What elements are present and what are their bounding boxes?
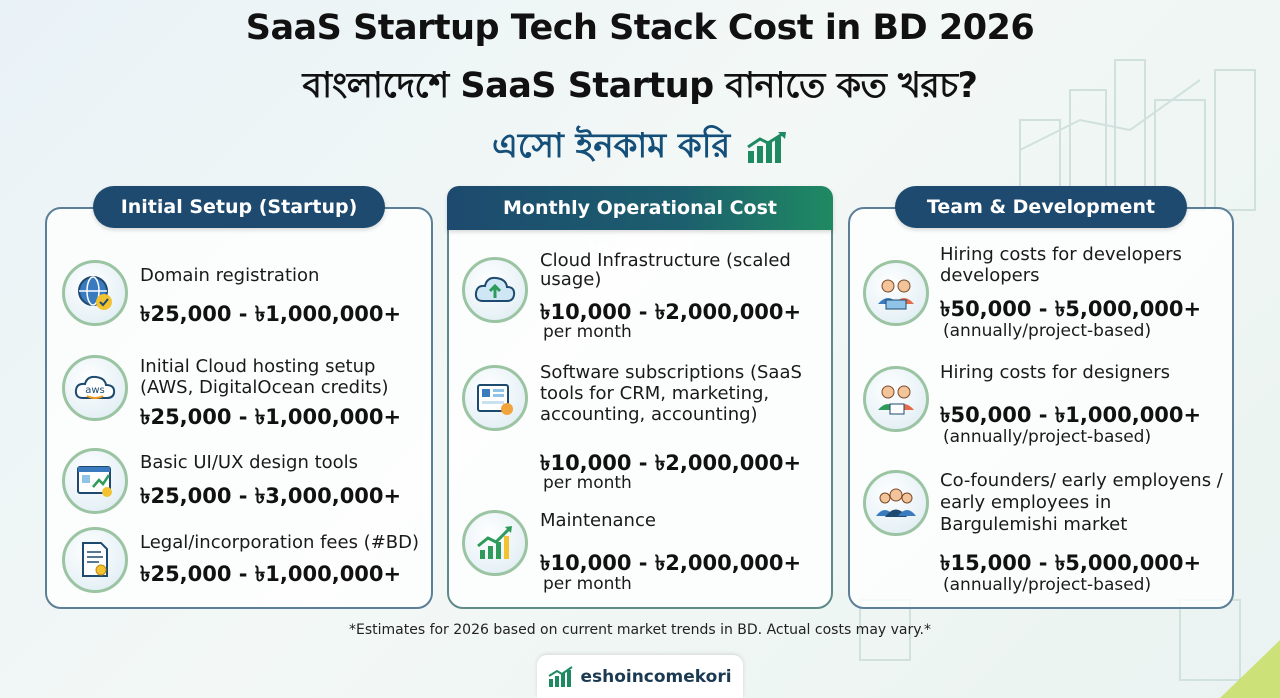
item-label: Co-founders/ early employens / early emp… bbox=[940, 470, 1223, 535]
growth-bars-icon bbox=[548, 665, 574, 687]
footer-site-name: eshoincomekori bbox=[580, 666, 732, 687]
aws-cloud-icon: aws bbox=[62, 355, 128, 421]
monthly-cost-heading: Monthly Operational Cost (Running) bbox=[447, 186, 833, 263]
item-amount: ৳15,000 - ৳5,000,000+ bbox=[940, 551, 1202, 575]
globe-check-icon bbox=[62, 260, 128, 326]
item-label: Cloud Infrastructure (scaled usage) bbox=[540, 250, 791, 290]
item-note: (annually/project-based) bbox=[943, 575, 1152, 595]
item-note: per month bbox=[543, 574, 632, 594]
disclaimer-footnote: *Estimates for 2026 based on current mar… bbox=[348, 622, 931, 638]
cloud-upload-icon bbox=[462, 257, 528, 323]
item-label: Hiring costs for designers bbox=[940, 362, 1170, 383]
item-amount: ৳25,000 - ৳1,000,000+ bbox=[140, 405, 402, 429]
item-amount: ৳25,000 - ৳3,000,000+ bbox=[140, 484, 402, 508]
brand-text: এসো ইনকাম করি bbox=[491, 126, 731, 166]
item-label: Domain registration bbox=[140, 265, 320, 286]
item-amount: ৳50,000 - ৳1,000,000+ bbox=[940, 403, 1202, 427]
item-amount: ৳10,000 - ৳2,000,000+ bbox=[540, 300, 802, 324]
item-label: Initial Cloud hosting setup (AWS, Digita… bbox=[140, 356, 389, 398]
item-amount: ৳50,000 - ৳5,000,000+ bbox=[940, 297, 1202, 321]
team-icon bbox=[863, 470, 929, 536]
item-amount: ৳10,000 - ৳2,000,000+ bbox=[540, 551, 802, 575]
team-development-heading: Team & Development bbox=[895, 186, 1187, 228]
item-note: (annually/project-based) bbox=[943, 321, 1152, 341]
footer-site-badge: eshoincomekori bbox=[537, 655, 743, 698]
growth-bars-icon bbox=[747, 131, 787, 163]
growth-chart-icon bbox=[462, 510, 528, 576]
item-amount: ৳25,000 - ৳1,000,000+ bbox=[140, 302, 402, 326]
item-note: per month bbox=[543, 322, 632, 342]
page-title: SaaS Startup Tech Stack Cost in BD 2026 bbox=[245, 8, 1035, 48]
initial-setup-heading: Initial Setup (Startup) bbox=[93, 186, 385, 228]
developers-icon bbox=[863, 260, 929, 326]
design-tools-icon bbox=[62, 448, 128, 514]
item-label: Hiring costs for developers developers bbox=[940, 244, 1182, 286]
brand-logo: এসো ইনকাম করি bbox=[0, 120, 1280, 177]
page-subtitle-bengali: বাংলাদেশে SaaS Startup বানাতে কত খরচ? bbox=[302, 66, 978, 106]
svg-text:aws: aws bbox=[85, 385, 105, 396]
software-subscription-icon bbox=[462, 365, 528, 431]
item-note: per month bbox=[543, 473, 632, 493]
item-label: Basic UI/UX design tools bbox=[140, 452, 359, 473]
item-label: Software subscriptions (SaaS tools for C… bbox=[540, 362, 802, 425]
item-label: Legal/incorporation fees (#BD) bbox=[140, 532, 420, 553]
item-amount: ৳25,000 - ৳1,000,000+ bbox=[140, 562, 402, 586]
item-amount: ৳10,000 - ৳2,000,000+ bbox=[540, 451, 802, 475]
item-note: (annually/project-based) bbox=[943, 427, 1152, 447]
legal-document-icon bbox=[62, 527, 128, 593]
item-label: Maintenance bbox=[540, 510, 656, 531]
designers-icon bbox=[863, 366, 929, 432]
